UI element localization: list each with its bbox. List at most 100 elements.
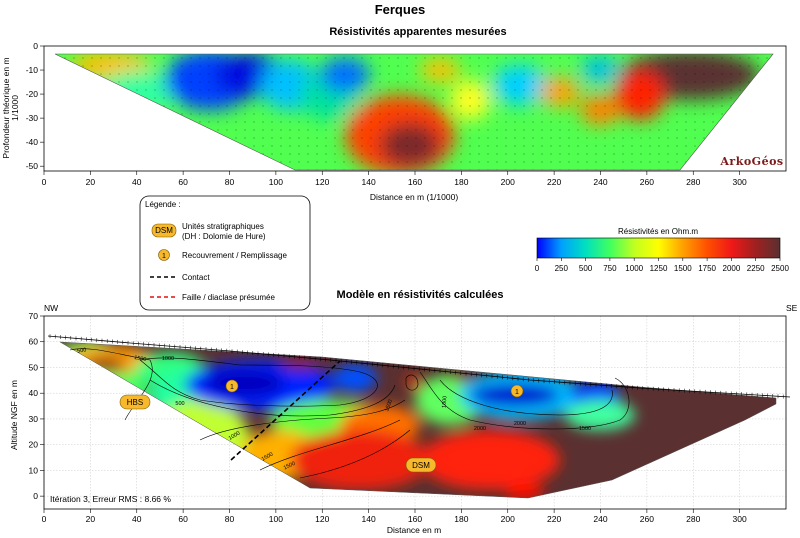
contour-label: 1000 xyxy=(228,430,242,441)
contact-line xyxy=(230,360,341,461)
colorbar-tick-label: 1500 xyxy=(674,264,692,273)
top-x-tick-label: 100 xyxy=(269,177,283,187)
bottom-x-tick-label: 140 xyxy=(362,514,376,524)
colorbar-tick-label: 1750 xyxy=(698,264,716,273)
bottom-x-tick-label: 280 xyxy=(686,514,700,524)
colorbar-tick-label: 500 xyxy=(579,264,593,273)
bottom-x-tick-label: 300 xyxy=(733,514,747,524)
bottom-x-tick-label: 120 xyxy=(315,514,329,524)
bottom-x-tick-label: 220 xyxy=(547,514,561,524)
bottom-y-axis: 0 10 20 30 40 50 60 70 xyxy=(29,311,44,501)
bottom-x-tick-label: 60 xyxy=(178,514,188,524)
figure-title: Ferques xyxy=(375,2,426,17)
bottom-ylabel: Altitude NGF en m xyxy=(9,380,19,450)
top-pseudosection-outline xyxy=(54,53,774,171)
bottom-x-axis: 0 20 40 60 80 100 120 140 160 180 200 220 240 260 280 3… xyxy=(42,509,747,524)
top-x-tick-label: 300 xyxy=(733,177,747,187)
legend-contact-label: Contact xyxy=(182,273,210,282)
contour-label: 500 xyxy=(175,401,184,407)
dsm-label: DSM xyxy=(412,461,430,470)
contour-label: 1500 xyxy=(283,461,297,472)
colorbar-tick-label: 2000 xyxy=(723,264,741,273)
electrode-ticks xyxy=(49,334,784,399)
top-x-tick-label: 140 xyxy=(362,177,376,187)
legend-recov-badge-shape xyxy=(158,249,170,261)
legend-recov-badge: 1 xyxy=(162,253,166,260)
top-x-tick-label: 120 xyxy=(315,177,329,187)
hbs-label: HBS xyxy=(127,398,143,407)
se-label: SE xyxy=(786,303,798,313)
contour-label: 1500 xyxy=(261,451,275,462)
contour-label: 2000 xyxy=(474,426,486,432)
colorbar-tick-label: 0 xyxy=(535,264,540,273)
top-ylabel-scale: 1/1000 xyxy=(10,95,20,121)
bottom-y-tick-label: 60 xyxy=(29,337,39,347)
top-x-tick-label: 200 xyxy=(501,177,515,187)
top-xlabel: Distance en m (1/1000) xyxy=(370,192,459,202)
contour-label: 1000 xyxy=(441,396,448,409)
top-x-tick-label: 280 xyxy=(686,177,700,187)
bottom-x-tick-label: 0 xyxy=(42,514,47,524)
top-y-tick-label: 0 xyxy=(33,41,38,51)
colorbar xyxy=(536,237,781,259)
top-x-tick-label: 60 xyxy=(178,177,188,187)
colorbar-title: Résistivités en Ohm.m xyxy=(618,227,698,236)
bottom-x-tick-label: 80 xyxy=(225,514,235,524)
iteration-label: Itération 3, Erreur RMS : 8.66 % xyxy=(50,494,171,504)
bottom-model-outline xyxy=(59,341,777,499)
contour-label: 1500 xyxy=(579,426,591,432)
dsm-badge: DSM xyxy=(405,457,437,473)
bottom-x-tick-label: 180 xyxy=(454,514,468,524)
top-y-tick-label: -40 xyxy=(26,137,39,147)
top-heatmap xyxy=(55,54,773,170)
bottom-x-tick-label: 200 xyxy=(501,514,515,524)
top-x-axis: 0 20 40 60 80 100 120 140 160 180 200 220 240 260 280 3… xyxy=(42,171,747,187)
colorbar-tick-label: 1000 xyxy=(625,264,643,273)
bottom-y-tick-label: 70 xyxy=(29,311,39,321)
bottom-y-tick-label: 30 xyxy=(29,414,39,424)
contour-label: 2000 xyxy=(514,421,526,427)
bottom-y-tick-label: 40 xyxy=(29,388,39,398)
bottom-x-tick-label: 260 xyxy=(640,514,654,524)
top-y-tick-label: -30 xyxy=(26,113,39,123)
legend-heading: Légende : xyxy=(145,200,181,209)
legend-box: Légende : DSM Unités stratigraphiques (D… xyxy=(139,195,311,311)
topography-electrodes xyxy=(47,335,791,398)
recov-badge-1: 1 xyxy=(225,379,239,393)
contour-label: 1000 xyxy=(162,356,174,362)
bottom-x-tick-label: 160 xyxy=(408,514,422,524)
top-x-tick-label: 40 xyxy=(132,177,142,187)
top-y-tick-label: -10 xyxy=(26,65,39,75)
bottom-y-tick-label: 20 xyxy=(29,440,39,450)
legend-dsm-line2: (DH : Dolomie de Hure) xyxy=(182,232,266,241)
top-ylabel: Profondeur théorique en m xyxy=(1,57,11,158)
top-x-tick-label: 220 xyxy=(547,177,561,187)
bottom-subtitle: Modèle en résistivités calculées xyxy=(337,289,504,301)
top-x-tick-label: 80 xyxy=(225,177,235,187)
bottom-x-tick-label: 20 xyxy=(86,514,96,524)
contour-labels: 500 1500 1000 500 1000 1500 1500 1500 1000 2000 20… xyxy=(77,347,591,471)
bottom-x-tick-label: 100 xyxy=(269,514,283,524)
bottom-x-tick-label: 40 xyxy=(132,514,142,524)
colorbar-tick-label: 2250 xyxy=(747,264,765,273)
recov-label-1: 1 xyxy=(230,384,234,391)
top-x-tick-label: 20 xyxy=(86,177,96,187)
legend-fault-label: Faille / diaclase présumée xyxy=(182,293,275,302)
recov-badge-2: 1 xyxy=(510,384,524,398)
top-subtitle: Résistivités apparentes mesurées xyxy=(329,26,506,38)
top-x-tick-label: 0 xyxy=(42,177,47,187)
bottom-y-tick-label: 0 xyxy=(33,491,38,501)
top-y-tick-label: -50 xyxy=(26,161,39,171)
colorbar-tick-label: 2500 xyxy=(771,264,789,273)
colorbar-tick-label: 1250 xyxy=(650,264,668,273)
colorbar-tick-label: 750 xyxy=(603,264,617,273)
top-x-tick-label: 260 xyxy=(640,177,654,187)
top-x-tick-label: 240 xyxy=(593,177,607,187)
nw-label: NW xyxy=(44,303,58,313)
contour-lines xyxy=(69,348,630,479)
top-y-tick-label: -20 xyxy=(26,89,39,99)
contour-label: 500 xyxy=(77,347,87,355)
colorbar-tick-label: 250 xyxy=(555,264,569,273)
legend-recov-label: Recouvrement / Remplissage xyxy=(182,251,287,260)
